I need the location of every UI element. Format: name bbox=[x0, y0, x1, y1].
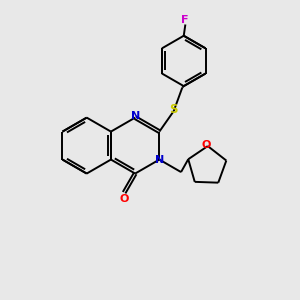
Text: S: S bbox=[169, 103, 178, 116]
Text: N: N bbox=[130, 111, 140, 121]
Text: O: O bbox=[202, 140, 211, 150]
Text: O: O bbox=[119, 194, 129, 204]
Text: N: N bbox=[155, 154, 165, 165]
Text: F: F bbox=[182, 15, 189, 25]
